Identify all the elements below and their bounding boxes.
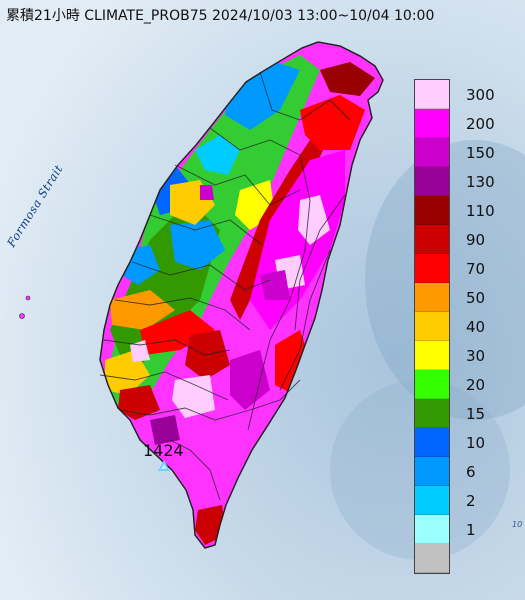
- legend-swatch: [415, 515, 449, 544]
- legend-swatch: [415, 283, 449, 312]
- legend-label: 6: [466, 463, 476, 481]
- legend-label: 20: [466, 376, 486, 394]
- legend-swatch: [415, 370, 449, 399]
- legend-label: 10: [466, 434, 486, 452]
- legend-label: 200: [466, 115, 495, 133]
- legend-swatch: [415, 254, 449, 283]
- legend-swatch: [415, 341, 449, 370]
- legend-swatch: [415, 399, 449, 428]
- district-borders: [99, 71, 351, 501]
- legend-label: 150: [466, 144, 495, 162]
- legend-label: 1: [466, 521, 476, 539]
- legend-swatch: [415, 428, 449, 457]
- legend-swatch: [415, 109, 449, 138]
- legend-label: 15: [466, 405, 486, 423]
- legend-label: 40: [466, 318, 486, 336]
- legend-swatch: [415, 312, 449, 341]
- legend-label: 70: [466, 260, 486, 278]
- legend-label: 110: [466, 202, 495, 220]
- legend-swatch: [415, 544, 449, 573]
- max-location-triangle-icon: [158, 460, 170, 471]
- penghu-islet: [25, 295, 31, 301]
- legend-swatch: [415, 138, 449, 167]
- legend-label: 90: [466, 231, 486, 249]
- rainfall-legend: [414, 79, 450, 574]
- legend-swatch: [415, 225, 449, 254]
- penghu-islet: [19, 313, 25, 319]
- legend-swatch: [415, 457, 449, 486]
- legend-swatch: [415, 486, 449, 515]
- legend-label: 2: [466, 492, 476, 510]
- legend-label: 50: [466, 289, 486, 307]
- max-rainfall-label: 1424: [143, 441, 184, 460]
- legend-label: 130: [466, 173, 495, 191]
- legend-swatch: [415, 167, 449, 196]
- map-title: 累積21小時 CLIMATE_PROB75 2024/10/03 13:00~1…: [6, 8, 435, 24]
- legend-swatch: [415, 80, 449, 109]
- edge-map-text: 10: [512, 520, 523, 529]
- legend-label: 300: [466, 86, 495, 104]
- legend-label: 30: [466, 347, 486, 365]
- legend-swatch: [415, 196, 449, 225]
